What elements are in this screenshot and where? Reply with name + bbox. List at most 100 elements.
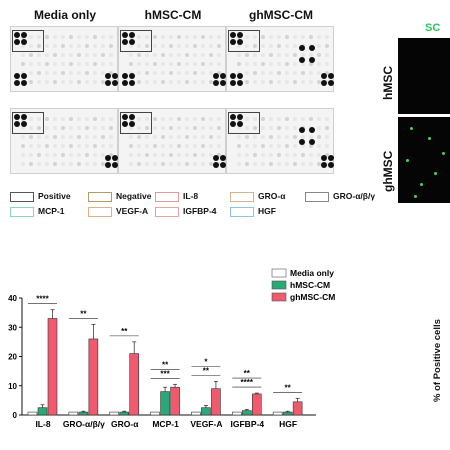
array-spot bbox=[185, 117, 189, 121]
array-spot bbox=[29, 71, 33, 75]
array-spot bbox=[85, 162, 89, 166]
array-spot bbox=[37, 44, 41, 48]
array-spot bbox=[253, 80, 257, 84]
significance-label: ** bbox=[285, 383, 292, 392]
array-spot bbox=[253, 126, 257, 130]
array-spot bbox=[77, 153, 81, 157]
array-spot bbox=[169, 135, 173, 139]
bar-ghmsc-cm bbox=[88, 338, 99, 416]
array-spot bbox=[193, 62, 197, 66]
array-spot bbox=[145, 71, 149, 75]
array-spot bbox=[93, 53, 97, 57]
positive-cell-dot bbox=[428, 137, 431, 140]
array-spot bbox=[77, 35, 81, 39]
bar-media-only bbox=[27, 411, 38, 416]
array-spot bbox=[53, 153, 57, 157]
array-legend-label: VEGF-A bbox=[116, 206, 149, 216]
legend-label: Media only bbox=[290, 268, 334, 278]
array-spot bbox=[169, 126, 173, 130]
array-spot bbox=[245, 53, 249, 57]
array-spot bbox=[209, 153, 213, 157]
array-spot bbox=[85, 53, 89, 57]
cytokine-spot bbox=[309, 127, 315, 133]
array-spot bbox=[137, 44, 141, 48]
array-spot bbox=[137, 162, 141, 166]
array-spot bbox=[85, 126, 89, 130]
array-spot bbox=[129, 62, 133, 66]
array-spot bbox=[53, 162, 57, 166]
array-spot bbox=[61, 80, 65, 84]
array-spot bbox=[185, 153, 189, 157]
array-legend-swatch bbox=[88, 191, 112, 202]
array-spot bbox=[269, 162, 273, 166]
array-spot bbox=[101, 35, 105, 39]
positive-control-spot bbox=[129, 73, 135, 79]
array-spot bbox=[137, 117, 141, 121]
array-spot bbox=[45, 162, 49, 166]
array-legend-item: IGFBP-4 bbox=[155, 206, 217, 217]
positive-control-spot bbox=[321, 73, 327, 79]
array-spot bbox=[261, 80, 265, 84]
array-spot bbox=[169, 80, 173, 84]
array-spot bbox=[293, 35, 297, 39]
array-spot bbox=[261, 62, 265, 66]
array-spot bbox=[169, 162, 173, 166]
positive-control-spot bbox=[122, 73, 128, 79]
array-spot bbox=[37, 117, 41, 121]
bar-media-only bbox=[272, 411, 283, 416]
array-legend-swatch bbox=[10, 206, 34, 217]
array-spot bbox=[193, 80, 197, 84]
array-spot bbox=[309, 135, 313, 139]
array-spot bbox=[301, 144, 305, 148]
positive-control-spot bbox=[328, 73, 334, 79]
array-spot bbox=[201, 35, 205, 39]
array-spot bbox=[185, 144, 189, 148]
positive-control-spot bbox=[220, 73, 226, 79]
array-spot bbox=[261, 144, 265, 148]
array-spot bbox=[37, 53, 41, 57]
array-spot bbox=[317, 44, 321, 48]
positive-control-spot bbox=[105, 155, 111, 161]
array-spot bbox=[45, 153, 49, 157]
array-spot bbox=[129, 135, 133, 139]
array-legend-label: Negative bbox=[116, 191, 152, 201]
array-spot bbox=[217, 153, 221, 157]
array-spot bbox=[129, 153, 133, 157]
bar-media-only bbox=[68, 411, 79, 416]
array-spot bbox=[293, 135, 297, 139]
array-spot bbox=[317, 80, 321, 84]
array-spot bbox=[177, 80, 181, 84]
array-spot bbox=[145, 53, 149, 57]
array-spot bbox=[129, 53, 133, 57]
array-spot bbox=[45, 135, 49, 139]
positive-control-spot bbox=[112, 162, 118, 168]
array-spot bbox=[277, 35, 281, 39]
x-tick-label: MCP-1 bbox=[152, 419, 179, 429]
array-spot bbox=[209, 62, 213, 66]
array-spot bbox=[209, 35, 213, 39]
array-spot bbox=[101, 135, 105, 139]
array-spot bbox=[93, 144, 97, 148]
array-spot bbox=[109, 117, 113, 121]
array-spot bbox=[61, 117, 65, 121]
array-spot bbox=[245, 71, 249, 75]
array-spot bbox=[185, 162, 189, 166]
array-spot bbox=[237, 53, 241, 57]
array-spot bbox=[145, 126, 149, 130]
positive-control-spot bbox=[230, 114, 236, 120]
array-spot bbox=[37, 135, 41, 139]
array-spot bbox=[285, 71, 289, 75]
array-spot bbox=[69, 80, 73, 84]
x-tick-label: VEGF-A bbox=[190, 419, 222, 429]
array-spot bbox=[109, 80, 113, 84]
array-spot bbox=[325, 117, 329, 121]
array-spot bbox=[29, 44, 33, 48]
array-spot bbox=[61, 135, 65, 139]
array-legend-label: IL-8 bbox=[183, 191, 199, 201]
positive-control-spot bbox=[105, 73, 111, 79]
array-legend-label: GRO-α/β/γ bbox=[333, 191, 376, 201]
array-spot bbox=[29, 126, 33, 130]
array-spot bbox=[153, 80, 157, 84]
array-spot bbox=[277, 117, 281, 121]
array-spot bbox=[37, 71, 41, 75]
